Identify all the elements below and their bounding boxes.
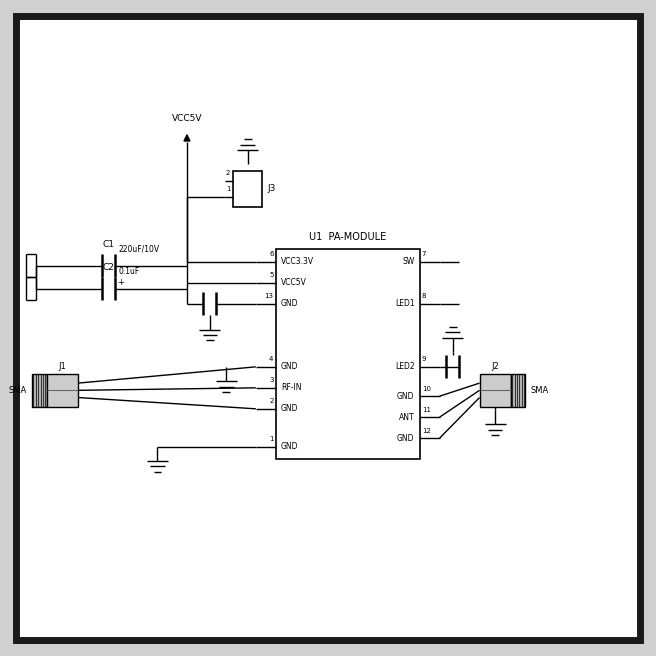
Text: 12: 12 [422, 428, 431, 434]
Text: C1: C1 [102, 240, 114, 249]
Text: 220uF/10V: 220uF/10V [118, 245, 159, 253]
Bar [47, 374, 78, 407]
Text: ANT: ANT [399, 413, 415, 422]
Text: GND: GND [281, 299, 298, 308]
Text: GND: GND [397, 392, 415, 401]
Text: VCC5V: VCC5V [172, 114, 202, 123]
Text: LED1: LED1 [395, 299, 415, 308]
Text: VCC5V: VCC5V [281, 278, 306, 287]
Text: +: + [117, 278, 123, 287]
Text: 2: 2 [226, 170, 230, 176]
Text: J2: J2 [491, 361, 499, 371]
Text: C2: C2 [102, 263, 114, 272]
Text: 11: 11 [422, 407, 431, 413]
Text: 0.1uF: 0.1uF [118, 268, 139, 276]
Text: VCC3.3V: VCC3.3V [281, 257, 314, 266]
Text: GND: GND [281, 404, 298, 413]
Text: 2: 2 [269, 398, 274, 404]
Text: SW: SW [402, 257, 415, 266]
Text: SMA: SMA [9, 386, 27, 395]
Text: 8: 8 [422, 293, 426, 299]
Text: 5: 5 [269, 272, 274, 278]
Bar [233, 171, 262, 207]
Text: SMA: SMA [531, 386, 549, 395]
Bar [32, 374, 47, 407]
Text: GND: GND [281, 362, 298, 371]
Text: U1  PA-MODULE: U1 PA-MODULE [309, 232, 386, 243]
Text: 6: 6 [269, 251, 274, 257]
Bar [511, 374, 525, 407]
Text: LED2: LED2 [395, 362, 415, 371]
Text: GND: GND [281, 442, 298, 451]
Bar [480, 374, 511, 407]
Text: 10: 10 [422, 386, 431, 392]
Text: GND: GND [397, 434, 415, 443]
Text: RF-IN: RF-IN [281, 383, 301, 392]
Text: 3: 3 [269, 377, 274, 383]
Text: 1: 1 [269, 436, 274, 442]
Text: 13: 13 [264, 293, 274, 299]
Text: 7: 7 [422, 251, 426, 257]
Text: 9: 9 [422, 356, 426, 362]
Text: 1: 1 [226, 186, 230, 192]
Text: 4: 4 [269, 356, 274, 362]
Bar [276, 249, 420, 459]
Text: J3: J3 [268, 184, 276, 193]
Text: J1: J1 [58, 361, 66, 371]
